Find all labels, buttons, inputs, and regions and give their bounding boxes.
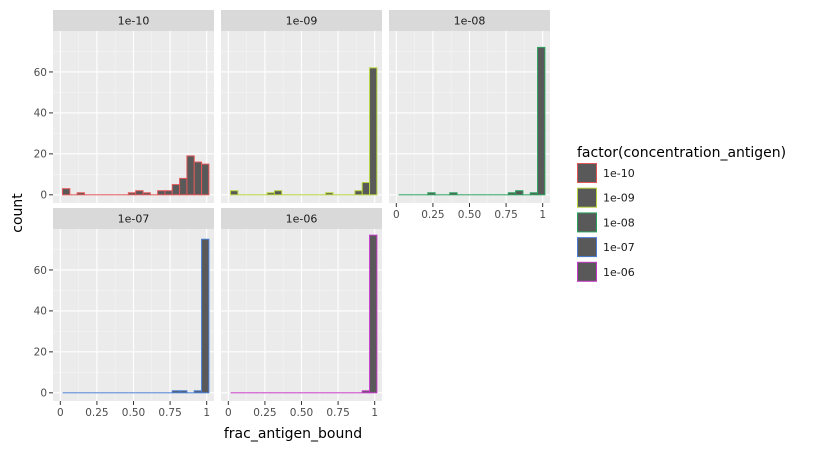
histogram-bar	[179, 390, 188, 394]
x-tick-label: 0.75	[494, 209, 517, 221]
x-tick-label: 0.75	[158, 407, 181, 419]
y-tick-label: 60	[34, 67, 47, 79]
legend-key	[577, 237, 597, 258]
facet-strip	[221, 10, 382, 31]
x-tick-label: 1	[371, 407, 378, 419]
legend-label: 1e-08	[603, 216, 635, 229]
histogram-bar	[427, 192, 436, 196]
legend-title: factor(concentration_antigen)	[577, 145, 786, 161]
x-tick-label: 0	[57, 407, 64, 419]
histogram-bar	[201, 238, 210, 394]
legend: factor(concentration_antigen) 1e-10 1e-09…	[577, 145, 786, 282]
histogram-bar	[171, 184, 181, 196]
histogram-bar	[193, 161, 203, 196]
facet-panel-1e-09: 1e-09	[221, 10, 382, 203]
facet-strip-label: 1e-08	[454, 15, 486, 28]
y-tick-label: 60	[34, 265, 47, 277]
legend-key	[577, 163, 597, 183]
facet-panel-1e-10: 1e-10 0 20 40 60	[34, 10, 214, 203]
histogram-bar	[76, 192, 85, 196]
histogram-bar	[135, 190, 144, 196]
legend-item-1e-10: 1e-10	[577, 163, 635, 183]
legend-item-1e-09: 1e-09	[577, 187, 635, 208]
x-axis-title: frac_antigen_bound	[224, 426, 362, 442]
histogram-bar	[266, 192, 275, 196]
x-tick-label: 0.50	[458, 209, 481, 221]
histogram-bar	[361, 390, 371, 394]
y-tick-label: 40	[34, 108, 47, 120]
x-tick-label: 0.75	[326, 407, 349, 419]
legend-item-1e-06: 1e-06	[577, 261, 635, 282]
histogram-bar	[193, 390, 203, 394]
histogram-bar	[537, 46, 546, 196]
histogram-bar	[369, 67, 378, 196]
x-tick-label: 0.50	[122, 407, 145, 419]
y-tick-label: 20	[34, 347, 47, 359]
histogram-bar	[201, 163, 210, 196]
legend-items: 1e-10 1e-09 1e-08 1e-07 1e-06	[577, 163, 635, 282]
facet-panel-1e-08: 1e-08 0 0.25 0.50 0.75 1	[389, 10, 550, 221]
legend-item-1e-07: 1e-07	[577, 237, 635, 258]
legend-label: 1e-09	[603, 192, 635, 205]
histogram-bar	[369, 234, 378, 394]
y-tick-label: 0	[40, 388, 47, 400]
histogram-bar	[127, 192, 137, 196]
histogram-bar	[230, 190, 239, 196]
facet-panel-1e-07: 1e-07 0 20 40 60 0 0.25 0.50 0.75 1	[34, 208, 214, 419]
facet-panel-1e-06: 1e-06 0 0.25 0.50 0.75 1	[221, 208, 382, 419]
legend-label: 1e-06	[603, 266, 635, 279]
legend-label: 1e-10	[603, 167, 635, 180]
legend-key	[577, 212, 597, 233]
histogram-bar	[529, 192, 539, 196]
x-tick-label: 1	[203, 407, 210, 419]
histogram-bar	[179, 177, 188, 196]
facet-strip	[53, 10, 214, 31]
histogram-bar	[62, 188, 71, 196]
y-tick-label: 20	[34, 149, 47, 161]
histogram-bar	[186, 155, 195, 196]
histogram-bar	[164, 190, 173, 196]
facet-strip-label: 1e-06	[286, 213, 318, 226]
facet-strip	[53, 208, 214, 229]
legend-key	[577, 261, 597, 282]
histogram-bar	[325, 192, 334, 196]
histogram-bar	[354, 190, 363, 196]
facet-strip-label: 1e-09	[286, 15, 318, 28]
y-axis-title: count	[10, 193, 26, 233]
x-tick-label: 0.25	[85, 407, 108, 419]
histogram-bar	[515, 190, 524, 196]
y-tick-label: 40	[34, 306, 47, 318]
x-tick-label: 0.50	[290, 407, 313, 419]
legend-label: 1e-07	[603, 241, 635, 254]
x-tick-label: 0.25	[253, 407, 276, 419]
histogram-bar	[449, 192, 458, 196]
legend-item-1e-08: 1e-08	[577, 212, 635, 233]
histogram-bar	[157, 190, 166, 196]
histogram-bar	[142, 192, 151, 196]
facet-strip	[221, 208, 382, 229]
histogram-bar	[361, 182, 371, 196]
x-tick-label: 0	[225, 407, 232, 419]
histogram-bar	[273, 190, 283, 196]
facet-strip-label: 1e-10	[118, 15, 150, 28]
x-tick-label: 1	[539, 209, 546, 221]
x-tick-label: 0.25	[421, 209, 444, 221]
y-tick-label: 0	[40, 190, 47, 202]
histogram-bar	[507, 192, 517, 196]
facet-strip	[389, 10, 550, 31]
legend-key	[577, 187, 597, 208]
x-tick-label: 0	[393, 209, 400, 221]
histogram-bar	[171, 390, 181, 394]
facet-strip-label: 1e-07	[118, 213, 150, 226]
